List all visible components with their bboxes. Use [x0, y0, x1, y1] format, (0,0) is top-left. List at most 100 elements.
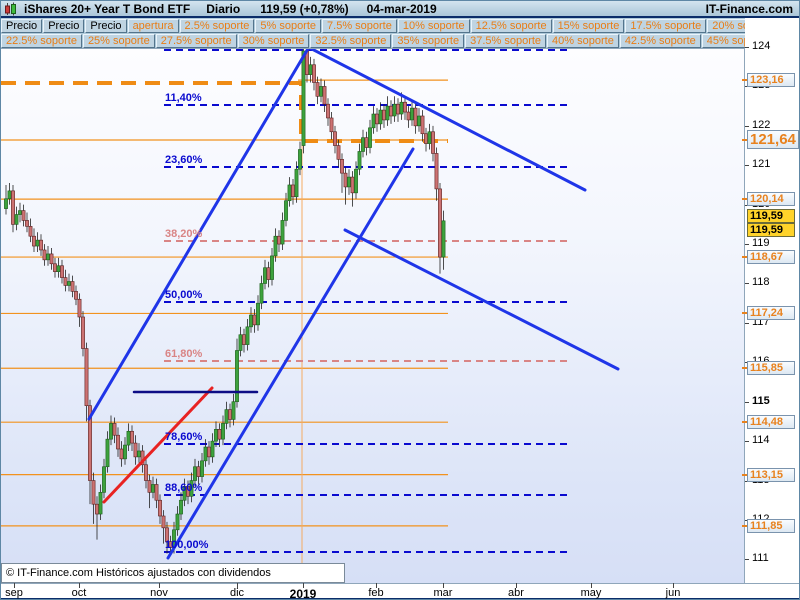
toolbar-button-25-soporte[interactable]: 25% soporte — [82, 33, 155, 48]
time-tick-mark — [79, 583, 80, 588]
time-tick-label-may: may — [580, 587, 602, 599]
price-tick-label: 121 — [752, 158, 771, 171]
price-tick-mark — [745, 441, 749, 443]
toolbar-button-15-soporte[interactable]: 15% soporte — [552, 18, 625, 33]
toolbar-button-45-soporte[interactable]: 45% soporte — [701, 33, 745, 48]
time-tick-mark — [376, 583, 377, 588]
time-axis — [1, 583, 799, 598]
price-tick-label: 111 — [752, 552, 769, 565]
toolbar-button-precio[interactable]: Precio — [43, 18, 85, 33]
toolbar-button-apertura[interactable]: apertura — [127, 18, 179, 33]
fib-label-38.2: 38,20% — [165, 228, 203, 240]
toolbar-button-20-soporte[interactable]: 20% soporte — [707, 18, 745, 33]
price-tick-mark — [745, 244, 749, 246]
brand-label: IT-Finance.com — [705, 1, 793, 16]
price-box-notch — [742, 524, 747, 527]
toolbar-button-35-soporte[interactable]: 35% soporte — [392, 33, 465, 48]
toolbar-button-40-soporte[interactable]: 40% soporte — [547, 33, 619, 48]
price-box-notch — [742, 312, 747, 315]
price-box-notch — [742, 421, 747, 424]
toolbar-button-37-5-soporte[interactable]: 37.5% soporte — [465, 33, 547, 48]
price-tick-mark — [745, 165, 749, 167]
time-tick-mark — [673, 583, 674, 588]
candlestick-icon — [5, 2, 16, 15]
toolbar-row-1: Precio Precio Precio apertura 2.5% soporte 5%… — [1, 18, 745, 33]
toolbar-button-32-5-soporte[interactable]: 32.5% soporte — [310, 33, 392, 48]
time-tick-label-sep: sep — [5, 587, 23, 599]
price-tick-label: 114 — [752, 434, 770, 447]
price-tick-mark — [745, 559, 749, 561]
time-tick-label-dic: dic — [229, 587, 245, 599]
toolbar-button-27-5-soporte[interactable]: 27.5% soporte — [155, 33, 237, 48]
time-tick-label-mar: mar — [433, 587, 453, 599]
time-tick-mark — [159, 583, 160, 588]
status-bar: © IT-Finance.com Históricos ajustados co… — [1, 563, 345, 583]
price-box-notch — [742, 367, 747, 370]
toolbar-button-42-5-soporte[interactable]: 42.5% soporte — [619, 33, 701, 48]
time-tick-label-oct: oct — [71, 587, 87, 599]
toolbar-button-10-soporte[interactable]: 10% soporte — [397, 18, 470, 33]
time-tick-label-nov: nov — [150, 587, 168, 599]
toolbar-row-2: 22.5% soporte 25% soporte 27.5% soporte 30%… — [1, 33, 745, 48]
support-price-box: 123,16 — [747, 73, 795, 88]
time-tick-mark — [303, 583, 304, 588]
current-price-box: 119,59 — [747, 222, 795, 237]
price-tick-mark — [745, 283, 749, 285]
time-tick-mark — [516, 583, 517, 588]
price-tick-label: 124 — [752, 40, 771, 53]
toolbar-button-7-5-soporte[interactable]: 7.5% soporte — [322, 18, 397, 33]
time-tick-label-feb: feb — [368, 587, 384, 599]
price-tick-mark — [745, 125, 749, 127]
support-price-box: 120,14 — [747, 192, 795, 207]
last-price-change: 119,59 (+0,78%) — [260, 1, 349, 16]
support-price-box: 114,48 — [747, 415, 795, 430]
toolbar-button-22-5-soporte[interactable]: 22.5% soporte — [1, 33, 82, 48]
time-tick-label-jun: jun — [665, 587, 681, 599]
price-tick-mark — [745, 47, 749, 49]
chart-plot-area[interactable] — [1, 48, 745, 583]
bottom-frame-bar — [1, 598, 799, 599]
price-box-notch — [742, 473, 747, 476]
timeframe-label: Diario — [206, 1, 241, 16]
quote-date: 04-mar-2019 — [366, 1, 437, 16]
fib-label-61.8: 61,80% — [165, 348, 203, 360]
time-tick-mark — [14, 583, 15, 588]
toolbar-button-30-soporte[interactable]: 30% soporte — [237, 33, 310, 48]
price-tick-mark — [745, 322, 749, 324]
toolbar-button-17-5-soporte[interactable]: 17.5% soporte — [625, 18, 707, 33]
fib-label-23.6: 23,60% — [165, 154, 203, 166]
toolbar-button-precio[interactable]: Precio — [1, 18, 43, 33]
fib-label-78.6: 78,60% — [165, 431, 203, 443]
fib-label-100: 100,00% — [165, 539, 209, 551]
price-tick-label: 118 — [752, 276, 770, 289]
time-tick-mark — [591, 583, 592, 588]
support-price-box: 111,85 — [747, 518, 795, 533]
time-tick-label-2019: 2019 — [289, 587, 317, 600]
price-box-notch — [742, 139, 747, 142]
title-bar: iShares 20+ Year T Bond ETF Diario 119,5… — [1, 1, 799, 18]
support-price-box: 113,15 — [747, 467, 795, 482]
price-tick-label: 122 — [752, 118, 771, 131]
support-price-box: 115,85 — [747, 361, 795, 376]
support-price-box: 118,67 — [747, 250, 795, 265]
price-axis-panel — [745, 18, 799, 583]
support-price-box: 121,64 — [747, 130, 799, 150]
price-tick-label: 115 — [752, 394, 770, 407]
fib-label-88.6: 88,60% — [165, 482, 203, 494]
toolbar-button-precio[interactable]: Precio — [85, 18, 127, 33]
current-price-box: 119,59 — [747, 208, 795, 223]
fib-label-11.4: 11,40% — [165, 92, 202, 104]
toolbar-button-12-5-soporte[interactable]: 12.5% soporte — [470, 18, 552, 33]
price-box-notch — [742, 256, 747, 259]
support-price-box: 117,24 — [747, 306, 795, 321]
price-box-notch — [742, 79, 747, 82]
toolbar-button-2-5-soporte[interactable]: 2.5% soporte — [179, 18, 255, 33]
time-tick-mark — [237, 583, 238, 588]
fib-label-50: 50,00% — [165, 289, 203, 301]
toolbar-button-5-soporte[interactable]: 5% soporte — [255, 18, 322, 33]
time-tick-mark — [443, 583, 444, 588]
time-tick-label-abr: abr — [508, 587, 524, 599]
price-tick-mark — [745, 401, 749, 403]
symbol-name: iShares 20+ Year T Bond ETF — [24, 1, 191, 16]
